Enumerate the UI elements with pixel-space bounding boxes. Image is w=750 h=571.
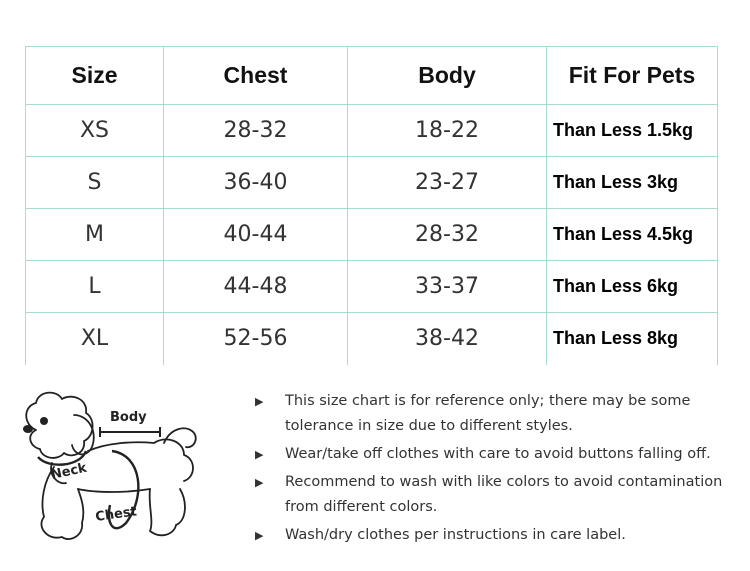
neck-label: Neck xyxy=(50,461,89,483)
cell-size: L xyxy=(25,260,164,313)
header-fit-for-pets: Fit For Pets xyxy=(546,46,718,105)
cell-size: S xyxy=(25,156,164,209)
note-text: Wash/dry clothes per instructions in car… xyxy=(285,527,626,543)
table-row: M 40-44 28-32 Than Less 4.5kg xyxy=(25,208,718,261)
cell-chest: 52-56 xyxy=(163,312,348,365)
table-row: S 36-40 23-27 Than Less 3kg xyxy=(25,156,718,209)
dog-measurement-diagram: Body Neck Chest xyxy=(23,391,197,540)
bullet-icon: ▶ xyxy=(255,529,264,542)
note-text: This size chart is for reference only; t… xyxy=(285,393,691,434)
header-body: Body xyxy=(347,46,547,105)
bullet-icon: ▶ xyxy=(255,476,264,489)
bullet-icon: ▶ xyxy=(255,395,264,408)
header-size: Size xyxy=(25,46,164,105)
header-chest: Chest xyxy=(163,46,348,105)
cell-chest: 40-44 xyxy=(163,208,348,261)
cell-body: 33-37 xyxy=(347,260,547,313)
note-item: ▶ Wash/dry clothes per instructions in c… xyxy=(255,523,735,548)
note-text: Recommend to wash with like colors to av… xyxy=(285,474,723,515)
table-row: L 44-48 33-37 Than Less 6kg xyxy=(25,260,718,313)
cell-body: 28-32 xyxy=(347,208,547,261)
cell-fit: Than Less 4.5kg xyxy=(546,208,718,261)
table-row: XL 52-56 38-42 Than Less 8kg xyxy=(25,312,718,365)
note-item: ▶ Recommend to wash with like colors to … xyxy=(255,470,735,520)
body-label: Body xyxy=(110,410,147,425)
note-item: ▶ This size chart is for reference only;… xyxy=(255,389,735,439)
note-item: ▶ Wear/take off clothes with care to avo… xyxy=(255,442,735,467)
size-chart-table: Size Chest Body Fit For Pets XS 28-32 18… xyxy=(25,46,718,365)
cell-chest: 44-48 xyxy=(163,260,348,313)
cell-fit: Than Less 3kg xyxy=(546,156,718,209)
chest-label: Chest xyxy=(94,504,137,525)
cell-fit: Than Less 1.5kg xyxy=(546,104,718,157)
table-header-row: Size Chest Body Fit For Pets xyxy=(25,46,718,105)
cell-size: XL xyxy=(25,312,164,365)
table-row: XS 28-32 18-22 Than Less 1.5kg xyxy=(25,104,718,157)
care-notes-list: ▶ This size chart is for reference only;… xyxy=(255,389,735,548)
cell-body: 18-22 xyxy=(347,104,547,157)
bullet-icon: ▶ xyxy=(255,448,264,461)
cell-chest: 28-32 xyxy=(163,104,348,157)
note-text: Wear/take off clothes with care to avoid… xyxy=(285,446,711,462)
cell-size: XS xyxy=(25,104,164,157)
cell-body: 23-27 xyxy=(347,156,547,209)
cell-chest: 36-40 xyxy=(163,156,348,209)
cell-size: M xyxy=(25,208,164,261)
cell-fit: Than Less 6kg xyxy=(546,260,718,313)
cell-fit: Than Less 8kg xyxy=(546,312,718,365)
cell-body: 38-42 xyxy=(347,312,547,365)
